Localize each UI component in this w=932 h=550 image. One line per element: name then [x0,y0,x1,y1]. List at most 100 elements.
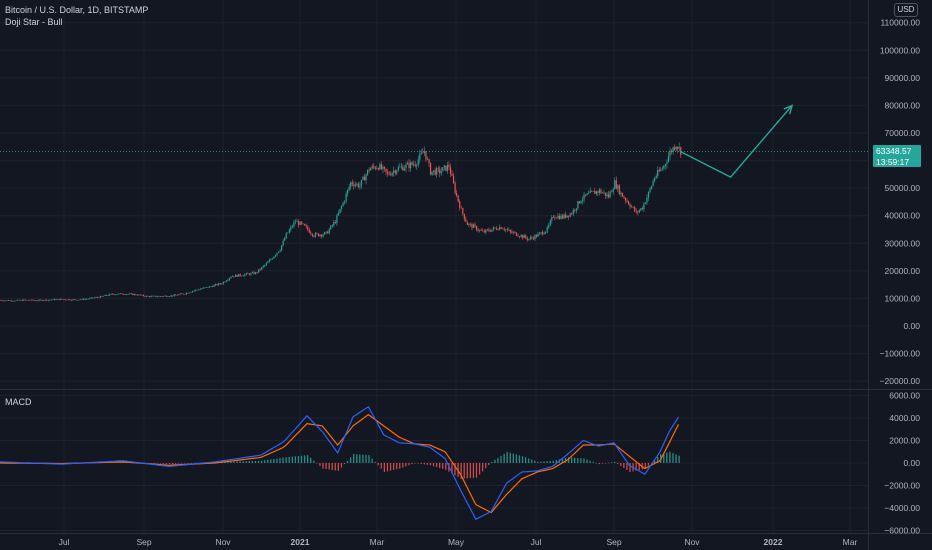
symbol-title[interactable]: Bitcoin / U.S. Dollar, 1D, BITSTAMP [5,5,149,15]
candle [475,226,478,231]
histogram-bar [518,455,521,463]
candle [549,220,551,225]
candle [491,229,493,232]
histogram-bar [534,460,536,463]
candle [211,286,214,288]
time-axis[interactable]: Jul Sep Nov 2021 Mar May Jul Sep Nov 2022 Mar [59,537,858,547]
signal-line [0,413,680,514]
time-axis-label: Mar [843,537,858,547]
candle [545,231,547,234]
time-axis-label: 2022 [764,537,783,547]
candle [580,201,582,204]
histogram-bar [653,459,656,463]
candle [615,180,617,189]
candle [56,299,59,300]
macd-axis-label: 2000.00 [889,436,920,446]
histogram-bar [629,463,631,472]
candle [657,170,659,176]
histogram-bar [454,463,456,476]
histogram-bar [555,460,557,463]
candle [301,221,303,224]
candle [98,297,100,298]
candle [637,211,639,213]
candle [631,206,633,208]
candle [172,295,174,297]
candle [95,297,97,298]
candle [434,170,436,175]
forecast-arrow-path[interactable] [679,104,793,178]
histogram-bar [356,454,358,463]
candle [239,274,241,276]
histogram-bar [546,461,548,463]
candle [330,225,332,230]
candle [394,170,396,174]
histogram-bar [380,463,382,469]
macd-label[interactable]: MACD [5,397,32,407]
candle [529,237,531,240]
candle [327,231,329,234]
candle [337,212,340,216]
candle [244,274,246,276]
candle [347,189,349,194]
currency-badge[interactable]: USD [894,3,918,17]
candle [313,235,315,237]
candle [250,273,252,275]
candle [294,221,297,223]
candle [666,162,668,165]
histogram-bar [316,463,318,464]
candle [677,146,679,149]
candle [44,299,46,301]
histogram-bar [586,459,588,463]
candle [182,293,185,295]
candle [222,281,224,284]
candle [376,168,378,169]
candle [38,299,40,301]
candle [138,294,140,296]
candle [305,225,307,227]
forecast-arrow[interactable] [679,104,794,178]
histogram-bar [620,463,622,466]
candle [652,181,654,186]
candle [624,198,627,201]
candle [442,167,444,172]
candle [290,226,292,230]
candle [574,209,576,211]
candle [469,223,472,225]
candle [368,169,370,171]
macd-axis-label: −2000.00 [884,481,920,491]
candle [75,299,77,301]
candle [78,299,80,301]
price-axis-label: −10000.00 [880,349,921,359]
candle [591,190,593,192]
candle [83,298,85,300]
histogram-bar [236,461,238,463]
candle [436,168,438,175]
candle [522,235,524,238]
indicator-label[interactable]: Doji Star - Bull [5,17,63,27]
candle [270,259,272,261]
candle [175,294,177,296]
candle [150,296,152,297]
candle [439,168,441,174]
candle [390,174,392,176]
histogram-bar [193,462,195,464]
candle [113,294,115,295]
candle [13,300,16,302]
price-axis[interactable]: 110000.00 100000.00 90000.00 80000.00 70000.… [880,18,921,536]
price-axis-label: 90000.00 [885,73,921,83]
candle [319,234,321,237]
candle [231,276,234,277]
candle [170,295,172,297]
forecast-arrow-head[interactable] [783,104,794,115]
candle [643,203,645,210]
candle [287,232,289,234]
candle [465,219,467,222]
candle [207,287,209,288]
candle [374,167,376,169]
candle [482,230,484,232]
histogram-bar [626,463,628,470]
candle [66,299,68,301]
candle [18,299,20,301]
candle [69,299,71,301]
